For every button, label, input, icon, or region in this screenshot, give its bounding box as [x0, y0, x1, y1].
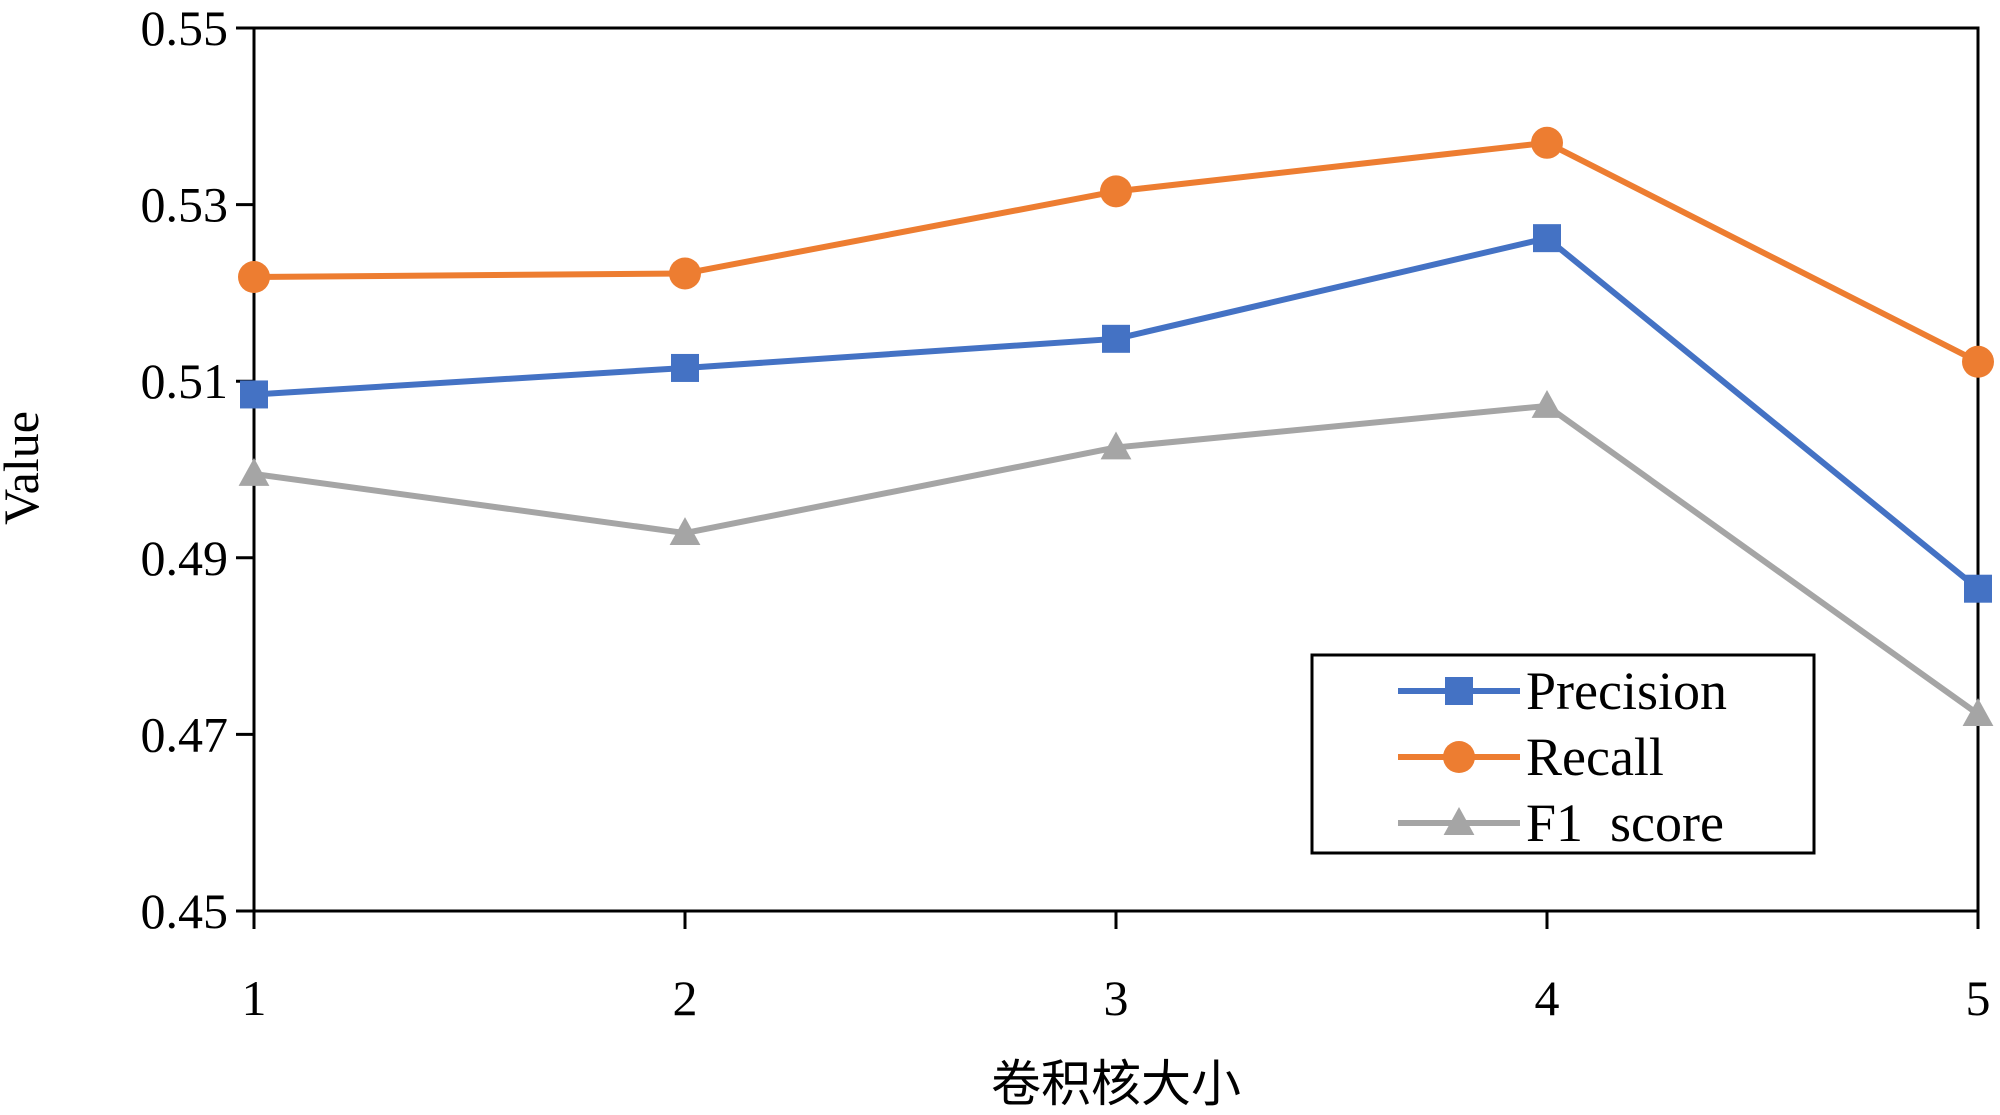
y-tick-label: 0.49	[141, 530, 229, 586]
data-point	[1100, 175, 1132, 208]
y-tick-label: 0.47	[141, 706, 229, 762]
legend-box	[1310, 653, 1816, 855]
y-axis-title: Value	[0, 411, 49, 525]
axes: 0.45 0.47 0.49 0.51 0.53 0.55 1 2 3 4 5	[141, 0, 1991, 1026]
series-recall	[238, 126, 1994, 378]
x-tick-label: 3	[1104, 970, 1129, 1026]
data-point	[1443, 741, 1475, 773]
data-point	[238, 261, 270, 294]
data-point	[1964, 574, 1992, 603]
series-precision	[240, 224, 1992, 603]
legend-label: Recall	[1526, 727, 1664, 787]
series-layer	[238, 126, 1994, 727]
x-tick-label: 2	[673, 970, 698, 1026]
data-point	[1531, 389, 1563, 418]
data-point	[1531, 126, 1563, 159]
series-f1-score	[238, 389, 1994, 727]
x-tick-label: 1	[242, 970, 267, 1026]
data-point	[1102, 324, 1130, 353]
data-point	[1100, 431, 1132, 460]
y-tick-label: 0.55	[141, 0, 229, 56]
data-point	[1533, 224, 1561, 253]
x-tick-label: 5	[1966, 970, 1991, 1026]
data-point	[671, 353, 699, 382]
data-point	[1962, 698, 1994, 727]
x-axis-title: 卷积核大小	[991, 1056, 1241, 1112]
data-point	[238, 457, 270, 486]
series-line	[253, 235, 1980, 592]
data-point	[1962, 345, 1994, 378]
y-tick-label: 0.45	[141, 883, 229, 939]
legend-label: F1 score	[1526, 793, 1724, 853]
y-tick-label: 0.53	[141, 177, 229, 233]
y-tick-label: 0.51	[141, 353, 229, 409]
data-point	[1443, 807, 1475, 835]
x-tick-label: 4	[1535, 970, 1560, 1026]
data-point	[669, 517, 701, 546]
data-point	[240, 380, 268, 409]
data-point	[669, 257, 701, 290]
data-point	[1445, 677, 1473, 705]
legend-label: Precision	[1526, 661, 1727, 721]
